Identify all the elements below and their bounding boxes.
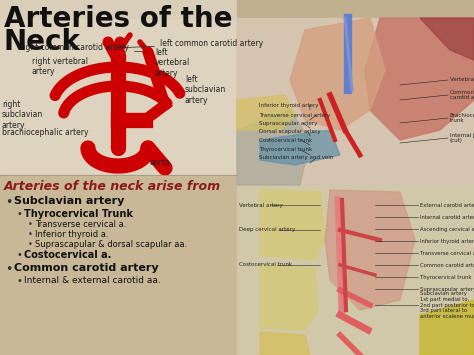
Text: Vertebral artery: Vertebral artery: [239, 202, 283, 208]
Text: Suprascapular artery: Suprascapular artery: [420, 286, 474, 291]
Text: left
vertebral
artery: left vertebral artery: [155, 48, 190, 78]
Text: Inferior thyroid artery: Inferior thyroid artery: [259, 103, 319, 108]
Text: right common carotid artery: right common carotid artery: [20, 44, 145, 53]
Text: Deep cervical artery: Deep cervical artery: [239, 228, 295, 233]
Bar: [237, 185, 474, 355]
Text: Common carotid artery: Common carotid artery: [14, 263, 159, 273]
Text: Vertebral artery: Vertebral artery: [450, 77, 474, 82]
Text: Thyrocervical Trunk: Thyrocervical Trunk: [24, 209, 133, 219]
Text: •: •: [28, 230, 33, 239]
Text: Dorsal scapular artery: Dorsal scapular artery: [259, 129, 320, 133]
Text: Arteries of the neck arise from: Arteries of the neck arise from: [4, 180, 221, 193]
Text: brachiocephalic artery: brachiocephalic artery: [2, 128, 89, 137]
Text: Thyrocervical trunk: Thyrocervical trunk: [420, 274, 472, 279]
Bar: [0, 0, 237, 175]
Polygon shape: [237, 110, 310, 185]
Text: Brachiocephalic
trunk: Brachiocephalic trunk: [450, 113, 474, 124]
Text: Inferior thyroid artery: Inferior thyroid artery: [420, 239, 474, 244]
Text: Suprascapular & dorsal scapular aa.: Suprascapular & dorsal scapular aa.: [35, 240, 187, 249]
Bar: [237, 18, 474, 185]
Text: Internal & external carotid aa.: Internal & external carotid aa.: [24, 276, 161, 285]
Text: aorta: aorta: [150, 158, 171, 167]
Polygon shape: [260, 332, 310, 355]
Polygon shape: [365, 18, 474, 140]
Polygon shape: [325, 190, 415, 310]
Text: right vertebral
artery: right vertebral artery: [32, 57, 88, 76]
Text: left
subclavian
artery: left subclavian artery: [185, 75, 226, 105]
Bar: [237, 0, 474, 355]
Text: Subclavian artery
1st part medial to,
2nd part posterior to,
3rd part lateral to: Subclavian artery 1st part medial to, 2n…: [420, 291, 474, 319]
Text: •: •: [16, 276, 22, 286]
Text: Arteries of the: Arteries of the: [4, 5, 233, 33]
Text: Internal jugular vein
(cut): Internal jugular vein (cut): [450, 133, 474, 143]
Text: Neck: Neck: [4, 28, 81, 56]
Text: •: •: [28, 220, 33, 229]
Text: Internal carotid artery: Internal carotid artery: [420, 214, 474, 219]
Text: •: •: [16, 209, 22, 219]
Bar: [0, 0, 474, 18]
Text: •: •: [5, 263, 12, 276]
Text: •: •: [28, 240, 33, 249]
Text: right
subclavian
artery: right subclavian artery: [2, 100, 43, 130]
Text: •: •: [5, 196, 12, 209]
Text: •: •: [16, 250, 22, 260]
Text: Common carotid artery: Common carotid artery: [420, 262, 474, 268]
Text: Subclavian artery and vein: Subclavian artery and vein: [259, 155, 333, 160]
Polygon shape: [260, 130, 340, 165]
Text: left common carotid artery: left common carotid artery: [116, 39, 263, 49]
Text: Subclavian artery: Subclavian artery: [14, 196, 124, 206]
Text: Ascending cervical artery: Ascending cervical artery: [420, 226, 474, 231]
Polygon shape: [420, 18, 474, 60]
Polygon shape: [237, 95, 295, 130]
Text: External carotid artery: External carotid artery: [420, 202, 474, 208]
Text: Suprascapular artery: Suprascapular artery: [259, 120, 318, 126]
Bar: [0, 175, 237, 355]
Text: Costocervical a.: Costocervical a.: [24, 250, 111, 260]
Text: Transverse cervical artery: Transverse cervical artery: [420, 251, 474, 256]
Polygon shape: [420, 300, 474, 355]
Text: Common
carotid artery: Common carotid artery: [450, 89, 474, 100]
Text: Costocervical trunk: Costocervical trunk: [239, 262, 292, 268]
Polygon shape: [260, 190, 325, 260]
Polygon shape: [290, 18, 385, 130]
Text: Transverse cervical artery: Transverse cervical artery: [259, 113, 330, 118]
Text: Inferior thyroid a.: Inferior thyroid a.: [35, 230, 109, 239]
Polygon shape: [260, 265, 318, 330]
Text: Thyrocervical trunk: Thyrocervical trunk: [259, 147, 312, 153]
Text: Costocervical trunk: Costocervical trunk: [259, 137, 312, 142]
Text: Transverse cervical a.: Transverse cervical a.: [35, 220, 127, 229]
